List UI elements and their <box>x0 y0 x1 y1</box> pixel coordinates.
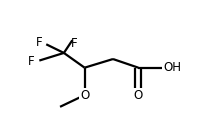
Text: O: O <box>134 89 143 102</box>
Text: OH: OH <box>164 61 182 74</box>
Text: F: F <box>28 55 35 69</box>
Text: O: O <box>80 89 89 102</box>
Text: F: F <box>36 36 42 49</box>
Text: F: F <box>71 37 78 50</box>
